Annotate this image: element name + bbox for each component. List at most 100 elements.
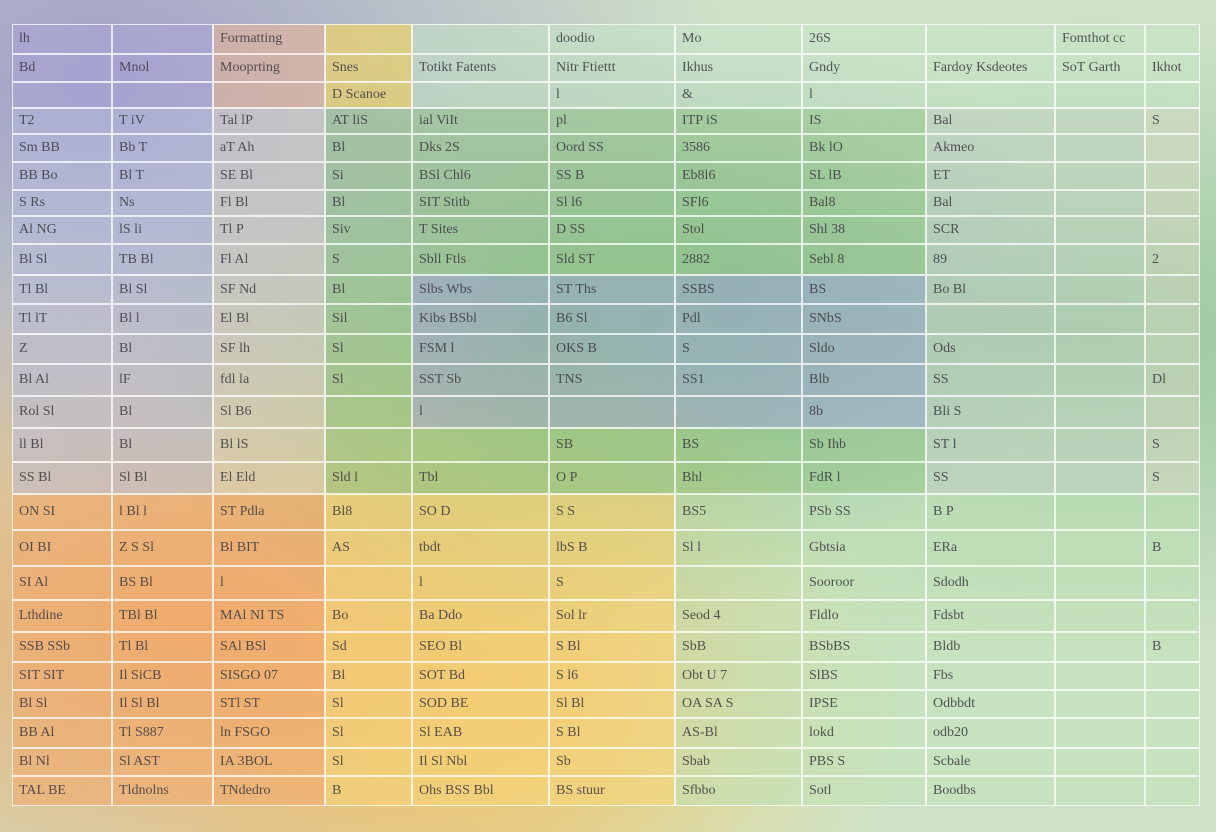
cell: S: [1145, 428, 1200, 462]
cell: [1055, 748, 1145, 776]
cell: Fl Bl: [213, 190, 325, 216]
cell: SI Al: [12, 566, 112, 600]
cell: Ikhus: [675, 54, 802, 82]
cell-text: Boodbs: [933, 783, 976, 798]
cell-text: ST l: [933, 437, 957, 452]
cell-text: ll Bl: [19, 437, 44, 452]
cell-text: SL lB: [809, 168, 842, 183]
cell: Ods: [926, 334, 1055, 364]
cell-text: Bl T: [119, 168, 145, 183]
cell-text: SST Sb: [419, 372, 462, 387]
cell-text: SEO Bl: [419, 639, 463, 654]
cell: [1145, 566, 1200, 600]
cell: SCR: [926, 216, 1055, 244]
cell: Tl Bl: [112, 632, 213, 662]
cell: AS: [325, 530, 412, 566]
cell-text: ln FSGO: [220, 725, 271, 740]
cell: SFl6: [675, 190, 802, 216]
cell: BS5: [675, 494, 802, 530]
cell-text: Tldnolns: [119, 783, 169, 798]
cell-text: Formatting: [220, 31, 283, 46]
cell: Bl: [325, 662, 412, 690]
cell-text: Bal: [933, 195, 953, 210]
cell-text: SSBS: [682, 281, 715, 297]
cell: [1055, 134, 1145, 162]
cell: [1055, 162, 1145, 190]
cell-text: SF Nd: [220, 281, 257, 297]
cell: l: [412, 566, 549, 600]
cell: Ikhot: [1145, 54, 1200, 82]
cell-text: Bal: [933, 113, 953, 128]
cell-text: Bl Nl: [19, 754, 50, 769]
cell: MAl NI TS: [213, 600, 325, 632]
cell: T2: [12, 108, 112, 134]
cell-text: Sl l6: [556, 195, 583, 210]
cell: [1145, 776, 1200, 806]
cell-text: Sl Bl: [119, 470, 148, 485]
cell-text: doodio: [556, 31, 595, 46]
cell-text: SI Al: [19, 575, 49, 590]
cell-text: D Scanoe: [332, 87, 387, 102]
cell: Bal: [926, 190, 1055, 216]
cell: Shl 38: [802, 216, 926, 244]
cell: T iV: [112, 108, 213, 134]
cell-text: SISGO 07: [220, 668, 278, 683]
cell: [325, 396, 412, 428]
cell: 26S: [802, 24, 926, 54]
cell: [1055, 718, 1145, 748]
cell-text: Bl lS: [220, 437, 249, 452]
cell: Bl: [112, 428, 213, 462]
cell: [1055, 304, 1145, 334]
cell-text: Sooroor: [809, 575, 855, 590]
cell-text: Fldlo: [809, 608, 839, 623]
cell: Il Sl Nbl: [412, 748, 549, 776]
cell-text: Tl P: [220, 222, 244, 237]
cell-text: PBS S: [809, 754, 846, 769]
cell-text: Bl BIT: [220, 540, 260, 555]
cell: Mooprting: [213, 54, 325, 82]
cell: Sl Bl: [549, 690, 675, 718]
cell-text: OI BI: [19, 540, 52, 555]
cell: Sil: [325, 304, 412, 334]
cell: O P: [549, 462, 675, 494]
cell-text: l Bl l: [119, 504, 148, 519]
cell-text: S: [1152, 113, 1160, 128]
cell: [213, 82, 325, 108]
cell: ll Bl: [12, 428, 112, 462]
cell: S: [549, 566, 675, 600]
cell-text: Sl: [332, 754, 344, 769]
cell-text: Fomthot cc: [1062, 31, 1126, 46]
cell: Bl8: [325, 494, 412, 530]
cell-text: Tbl: [419, 470, 439, 485]
cell-text: Bl8: [332, 504, 353, 519]
cell-text: Gndy: [809, 60, 841, 75]
cell-text: Pdl: [682, 311, 701, 326]
cell: [1145, 134, 1200, 162]
cell: [1055, 462, 1145, 494]
cell-text: Bhl: [682, 470, 703, 485]
cell: Bl: [325, 275, 412, 304]
cell-text: Il Sl Bl: [119, 696, 160, 711]
cell-text: O P: [556, 470, 578, 485]
cell-text: ial ViIt: [419, 113, 458, 128]
cell: Tal lP: [213, 108, 325, 134]
cell: Fbs: [926, 662, 1055, 690]
cell: Bl lS: [213, 428, 325, 462]
cell-text: SoT Garth: [1062, 60, 1121, 75]
cell: lh: [12, 24, 112, 54]
cell-text: Sl Bl: [556, 696, 585, 711]
cell: [1055, 632, 1145, 662]
cell: Sl Bl: [112, 462, 213, 494]
cell-text: Tl Bl: [19, 281, 49, 297]
cell: TB Bl: [112, 244, 213, 275]
cell-text: lokd: [809, 725, 834, 740]
cell-text: MAl NI TS: [220, 608, 285, 623]
cell: SF Nd: [213, 275, 325, 304]
cell-text: S: [332, 251, 340, 267]
cell-text: Sl EAB: [419, 725, 463, 740]
cell: Fldlo: [802, 600, 926, 632]
cell: 8b: [802, 396, 926, 428]
cell: Bhl: [675, 462, 802, 494]
cell: Bl Al: [12, 364, 112, 396]
cell: [1055, 428, 1145, 462]
